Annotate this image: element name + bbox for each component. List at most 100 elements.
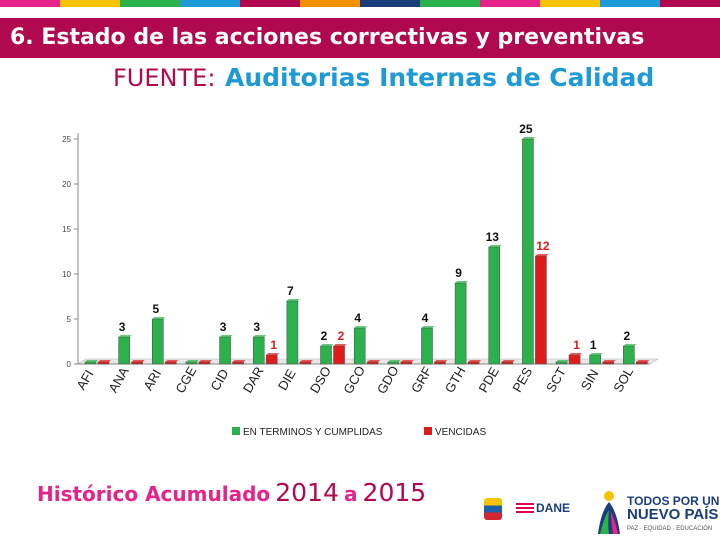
- stripe-segment: [660, 0, 720, 7]
- nuevo-pais-line1: TODOS POR UN: [627, 494, 720, 508]
- x-tick-label: GTH: [442, 364, 469, 395]
- bar-completed-cap: [488, 245, 502, 247]
- bar-completed-cap: [354, 326, 368, 328]
- chart-legend: EN TERMINOS Y CUMPLIDAS VENCIDAS: [232, 427, 486, 438]
- y-tick-label: 25: [62, 135, 71, 144]
- bar-overdue-cap: [501, 360, 515, 362]
- bar-completed-cap: [589, 353, 603, 355]
- x-tick-label: PDE: [476, 364, 503, 395]
- x-tick-label: DAR: [240, 364, 267, 395]
- data-label-overdue: 1: [573, 338, 580, 352]
- x-tick-label: GDO: [374, 363, 402, 396]
- y-tick-label: 0: [67, 360, 72, 369]
- bar-completed: [589, 354, 602, 365]
- bar-overdue: [265, 354, 278, 365]
- bar-completed-cap: [623, 344, 637, 346]
- bar-completed-cap: [455, 281, 469, 283]
- historic-year-end: 2015: [362, 478, 427, 507]
- bar-completed: [522, 138, 534, 365]
- bar-overdue-cap: [299, 360, 313, 362]
- bar-overdue: [467, 361, 480, 365]
- stripe-segment: [360, 0, 420, 7]
- bar-overdue: [198, 361, 211, 365]
- data-label-completed: 7: [287, 284, 294, 298]
- data-label-completed: 2: [321, 329, 328, 343]
- dane-stripe-icon: [516, 503, 534, 515]
- stripe-segment: [540, 0, 600, 7]
- x-tick-label: CGE: [172, 364, 199, 396]
- bar-overdue: [333, 345, 345, 365]
- data-label-completed: 2: [624, 329, 631, 343]
- nuevo-pais-text: TODOS POR UN NUEVO PAÍS PAZ · EQUIDAD · …: [627, 494, 720, 536]
- bar-completed-cap: [152, 317, 166, 319]
- bar-overdue-cap: [636, 360, 650, 362]
- y-tick-label: 5: [67, 315, 72, 324]
- bar-completed: [320, 345, 332, 365]
- stripe-segment: [0, 0, 60, 7]
- bar-completed-cap: [556, 360, 570, 362]
- bar-overdue: [366, 361, 379, 365]
- data-label-overdue: 2: [338, 329, 345, 343]
- data-label-completed: 3: [220, 320, 227, 334]
- bar-completed-cap: [286, 299, 300, 301]
- bar-completed-cap: [320, 344, 334, 346]
- bar-overdue-cap: [333, 344, 347, 346]
- bar-overdue: [602, 361, 615, 365]
- bar-overdue: [501, 361, 514, 365]
- x-tick-label: PES: [509, 364, 535, 394]
- bar-completed-cap: [219, 335, 233, 337]
- stripe-segment: [300, 0, 360, 7]
- stripe-segment: [120, 0, 180, 7]
- x-tick-label: SOL: [610, 365, 636, 395]
- bar-completed: [185, 361, 198, 365]
- bar-completed-cap: [387, 360, 401, 362]
- bar-completed: [286, 300, 299, 365]
- bar-overdue-cap: [232, 360, 246, 362]
- x-tick-label: DSO: [307, 364, 334, 396]
- bar-completed-cap: [253, 335, 267, 337]
- bar-overdue-cap: [367, 360, 381, 362]
- bar-completed: [488, 246, 501, 365]
- bar-overdue: [97, 361, 110, 365]
- x-tick-label: CID: [207, 366, 231, 393]
- stripe-segment: [600, 0, 660, 7]
- data-label-overdue: 1: [270, 338, 277, 352]
- bar-overdue: [568, 354, 581, 365]
- y-tick-label: 20: [62, 180, 71, 189]
- x-tick-label: ARI: [140, 367, 164, 393]
- stripe-segment: [60, 0, 120, 7]
- bar-overdue: [434, 361, 446, 365]
- historic-year-start: 2014: [275, 478, 339, 507]
- bar-overdue-cap: [468, 360, 482, 362]
- data-label-completed: 4: [422, 311, 429, 325]
- nuevo-pais-logo-icon: [598, 491, 620, 534]
- data-label-completed: 4: [354, 311, 361, 325]
- historic-connector: a: [343, 482, 358, 506]
- data-label-completed: 3: [253, 320, 260, 334]
- bar-overdue: [636, 361, 648, 365]
- bar-completed: [421, 327, 433, 365]
- bar-completed: [118, 336, 130, 365]
- data-label-overdue: 12: [536, 239, 550, 253]
- x-tick-label: GCO: [340, 363, 368, 396]
- x-tick-label: SIN: [578, 367, 602, 393]
- data-label-completed: 5: [152, 302, 159, 316]
- bar-overdue-cap: [602, 360, 616, 362]
- bar-overdue-cap: [98, 360, 111, 362]
- bar-overdue-cap: [434, 360, 448, 362]
- colombia-crest-icon: [484, 498, 502, 520]
- bar-overdue: [535, 255, 547, 365]
- legend-swatch-overdue: [424, 427, 432, 435]
- bar-overdue: [400, 361, 413, 365]
- bar-overdue-cap: [131, 360, 145, 362]
- bar-completed: [84, 361, 97, 365]
- dane-logo-text: DANE: [536, 501, 571, 515]
- stripe-segment: [240, 0, 300, 7]
- x-tick-label: SCT: [543, 365, 569, 395]
- page-title: 6. Estado de las acciones correctivas y …: [10, 25, 645, 50]
- bar-overdue-cap: [535, 254, 549, 256]
- chart-bars: [84, 137, 650, 365]
- nuevo-pais-line2: NUEVO PAÍS: [627, 506, 719, 523]
- legend-label-completed: EN TERMINOS Y CUMPLIDAS: [243, 427, 383, 438]
- bar-overdue-cap: [198, 360, 212, 362]
